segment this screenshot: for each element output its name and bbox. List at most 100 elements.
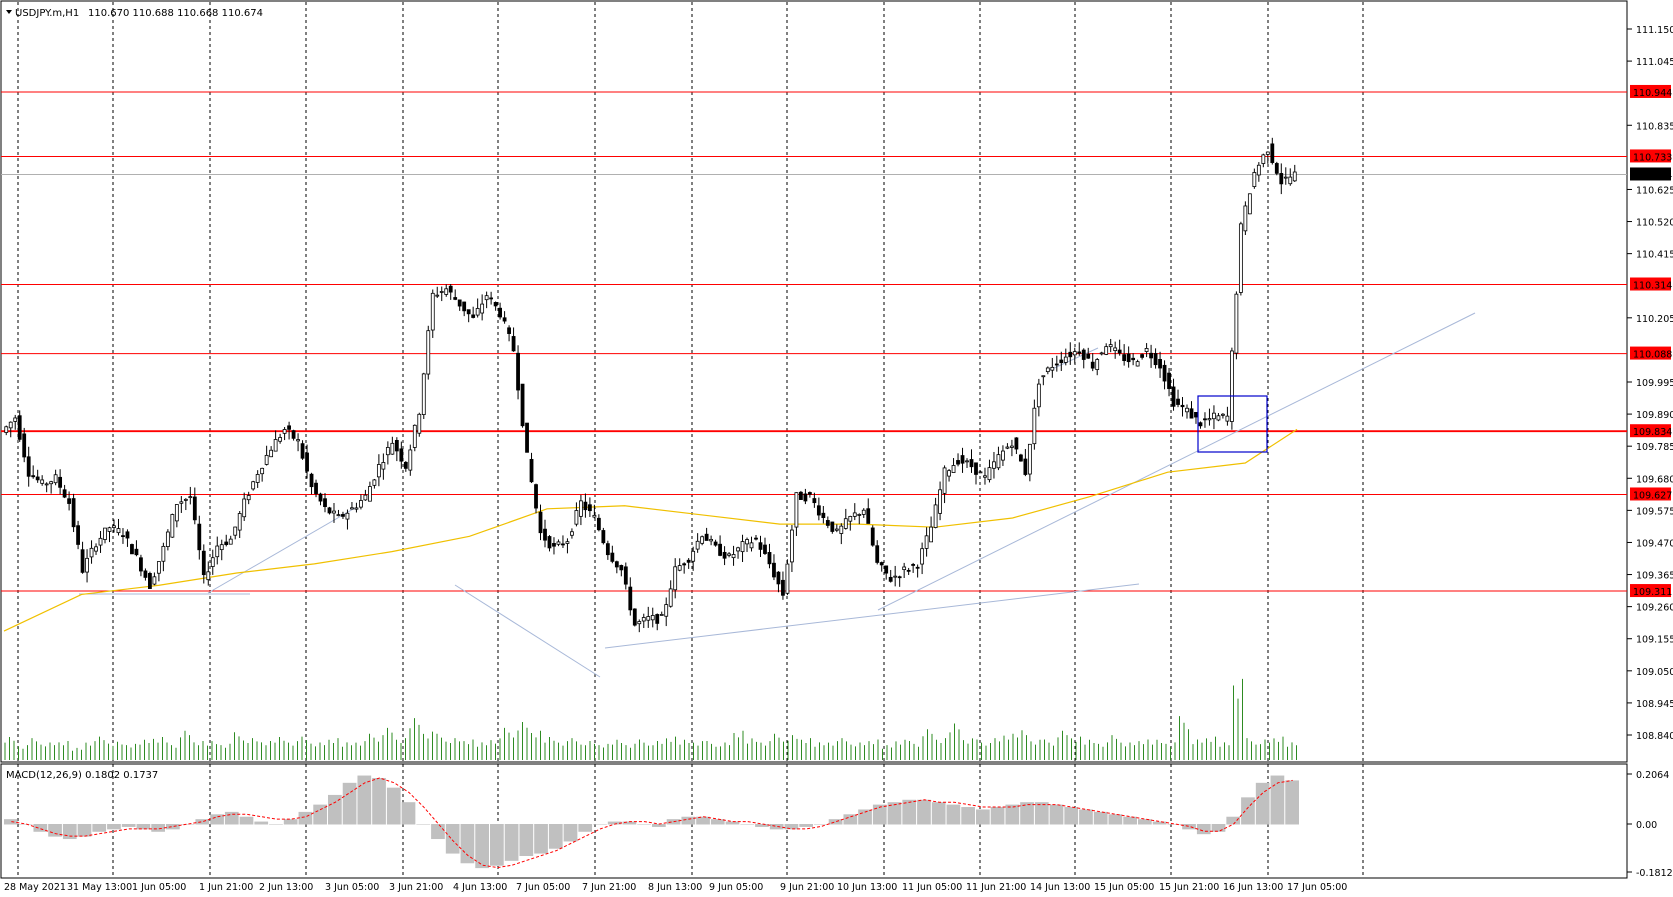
candle-body — [161, 545, 166, 562]
y-tick-label: 109.890 — [1636, 410, 1673, 421]
candle-body — [929, 526, 933, 543]
candle-body — [686, 559, 691, 563]
candle-body — [183, 498, 188, 501]
candle-body — [1063, 356, 1068, 363]
macd-hist-bar — [33, 824, 48, 832]
candle-body — [870, 527, 875, 546]
x-tick-label: 2 Jun 13:00 — [259, 882, 313, 893]
candle-body — [1216, 415, 1221, 421]
macd-hist-bar — [269, 824, 283, 825]
moving-average — [3, 428, 1298, 632]
candle-body — [71, 498, 76, 528]
macd-hist-bar — [1123, 816, 1137, 825]
macd-hist-bar — [4, 819, 18, 825]
candle-body — [300, 443, 305, 459]
macd-panel-border — [0, 763, 1628, 879]
macd-hist-bar — [607, 821, 622, 825]
macd-hist-bar — [917, 799, 931, 825]
candle-body — [1108, 344, 1113, 348]
candle-body — [206, 571, 211, 581]
candle-body — [165, 531, 170, 547]
candle-body — [1189, 408, 1194, 419]
candle-body — [1261, 154, 1266, 164]
candle-body — [1081, 349, 1086, 360]
candle-body — [264, 454, 269, 465]
candle-body — [1194, 411, 1198, 418]
candle-body — [1247, 193, 1252, 215]
macd-hist-bar — [1093, 811, 1108, 825]
macd-hist-bar — [313, 804, 327, 825]
symbol-label: USDJPY.m,H1 — [15, 8, 79, 19]
macd-hist-bar — [1138, 819, 1152, 825]
candle-body — [713, 541, 718, 546]
candle-body — [251, 481, 256, 490]
candle-body — [668, 588, 673, 607]
macd-hist-bar — [254, 821, 269, 825]
candle-body — [727, 553, 731, 556]
candle-body — [385, 447, 390, 456]
macd-hist-bar — [372, 777, 386, 825]
macd-hist-bar — [1226, 816, 1241, 825]
macd-hist-bar — [725, 821, 740, 825]
candle-body — [201, 550, 206, 576]
macd-hist-bar — [534, 824, 548, 854]
macd-hist-bar — [755, 824, 769, 827]
level-tag — [1630, 424, 1671, 438]
horizontal-levels: 110.944 110.733 110.314 110.088 109.834 109.6… — [1, 84, 1672, 598]
candle-body — [359, 500, 363, 508]
macd-hist-bar — [298, 811, 313, 825]
macd-tick-label: -0.1812 — [1636, 868, 1673, 879]
candle-body — [933, 504, 938, 528]
candle-body — [507, 327, 511, 334]
candle-body — [614, 561, 619, 568]
candle-body — [574, 510, 579, 525]
macd-hist-bar — [593, 824, 607, 825]
current-price-label: 110.674 — [1633, 170, 1672, 181]
candle-body — [408, 449, 413, 471]
dropdown-triangle-icon[interactable] — [6, 10, 12, 14]
x-tick-label: 15 Jun 21:00 — [1159, 882, 1219, 893]
macd-hist-bar — [92, 824, 107, 832]
candle-body — [691, 550, 696, 562]
candle-body — [130, 544, 134, 555]
price-candles — [4, 137, 1297, 633]
macd-hist-bar — [107, 824, 121, 830]
candle-body — [1238, 223, 1243, 293]
candle-body — [673, 566, 678, 591]
trendline — [454, 584, 601, 678]
candle-body — [740, 541, 745, 553]
level-label: 110.314 — [1633, 281, 1672, 292]
candle-body — [287, 425, 291, 430]
candle-body — [1014, 437, 1019, 450]
candle-body — [736, 547, 740, 552]
macd-hist-bar — [416, 824, 431, 825]
candle-body — [767, 552, 772, 565]
selection-box[interactable] — [1197, 395, 1268, 453]
macd-hist-bar — [195, 819, 210, 825]
level-tag — [1630, 277, 1671, 291]
candle-body — [664, 604, 669, 617]
candle-body — [112, 525, 116, 528]
candle-body — [628, 586, 633, 611]
candle-body — [224, 541, 229, 546]
candle-body — [462, 301, 467, 312]
x-tick-label: 1 Jun 05:00 — [132, 882, 186, 893]
candle-body — [632, 608, 637, 626]
candle-body — [619, 565, 624, 571]
candle-body — [381, 462, 386, 470]
macd-hist-bar — [357, 775, 372, 825]
level-tag — [1630, 584, 1671, 598]
candle-body — [134, 548, 139, 556]
candle-body — [1086, 353, 1091, 359]
candle-body — [116, 528, 121, 534]
volume-bars — [4, 678, 1297, 760]
candle-body — [511, 336, 516, 352]
candle-body — [489, 297, 494, 300]
candle-body — [94, 546, 98, 552]
macd-hist-bar — [799, 824, 813, 827]
candle-body — [938, 489, 942, 514]
ohlc-readout: 110.670 110.688 110.668 110.674 — [88, 8, 263, 19]
candle-body — [902, 566, 907, 571]
candle-body — [785, 563, 790, 594]
